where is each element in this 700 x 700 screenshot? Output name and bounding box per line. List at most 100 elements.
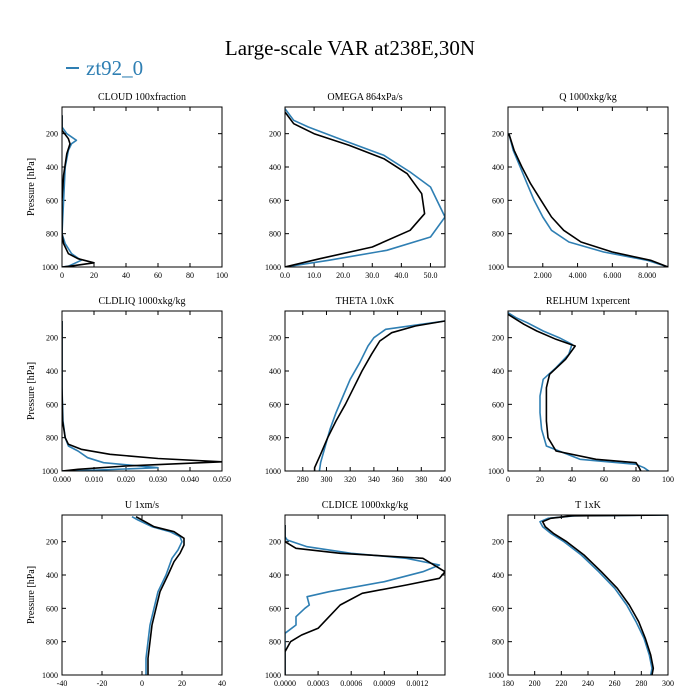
y-tick-label: 800: [46, 434, 58, 443]
chart-panel: Q 1000xkg/kg 200 400 600 800 1000 2.000 4.000 6.…: [488, 92, 669, 280]
x-tick-label: 240: [582, 679, 594, 688]
series-line: [508, 133, 668, 267]
series-line: [539, 515, 668, 675]
x-tick-label: 40.0: [394, 271, 408, 280]
y-tick-label: 200: [269, 538, 281, 547]
y-tick-label: 800: [269, 434, 281, 443]
x-tick-label: 0.040: [181, 475, 199, 484]
y-axis-label: Pressure [hPa]: [26, 566, 37, 624]
x-tick-label: 0.020: [117, 475, 135, 484]
y-tick-label: 600: [269, 400, 281, 409]
y-tick-label: 400: [269, 163, 281, 172]
series-line: [135, 515, 185, 675]
y-tick-label: 200: [269, 334, 281, 343]
x-tick-label: 6.000: [603, 271, 621, 280]
series-line: [285, 111, 426, 267]
panel-title: U 1xm/s: [125, 500, 159, 511]
y-tick-label: 600: [492, 196, 504, 205]
y-tick-label: 1000: [42, 263, 58, 272]
x-tick-label: 80: [632, 475, 640, 484]
plot-frame: [284, 310, 446, 472]
x-tick-label: 0.0012: [406, 679, 428, 688]
y-tick-label: 400: [46, 367, 58, 376]
y-tick-label: 400: [492, 163, 504, 172]
panel-title: THETA 1.0xK: [336, 296, 395, 307]
x-tick-label: 8.000: [638, 271, 656, 280]
plot-frame: [507, 106, 669, 268]
y-tick-label: 200: [492, 130, 504, 139]
plot-frame: [61, 514, 223, 676]
series-line: [285, 525, 445, 675]
x-tick-label: 300: [662, 679, 674, 688]
x-tick-label: 400: [439, 475, 451, 484]
y-tick-label: 400: [46, 571, 58, 580]
chart-panel: CLDLIQ 1000xkg/kg Pressure [hPa] 200 400 600…: [26, 296, 231, 484]
x-tick-label: 280: [635, 679, 647, 688]
series-line: [313, 320, 445, 471]
x-tick-label: 0.000: [53, 475, 71, 484]
x-tick-label: -40: [57, 679, 68, 688]
x-tick-label: 40: [218, 679, 226, 688]
y-tick-label: 600: [492, 400, 504, 409]
panel-title: OMEGA 864xPa/s: [327, 92, 402, 103]
x-tick-label: 4.000: [569, 271, 587, 280]
x-tick-label: 0.0006: [340, 679, 362, 688]
plot-frame: [61, 106, 223, 268]
x-tick-label: 200: [529, 679, 541, 688]
y-tick-label: 400: [269, 367, 281, 376]
x-tick-label: 20: [536, 475, 544, 484]
series-line: [62, 321, 159, 471]
y-tick-label: 1000: [265, 671, 281, 680]
y-tick-label: 800: [492, 434, 504, 443]
series-line: [285, 525, 441, 675]
panel-title: CLDLIQ 1000xkg/kg: [99, 296, 186, 307]
y-tick-label: 1000: [265, 467, 281, 476]
legend: zt92_0: [66, 56, 143, 81]
series-line: [318, 320, 445, 471]
y-tick-label: 800: [492, 230, 504, 239]
x-tick-label: 0: [60, 271, 64, 280]
series-line: [62, 321, 222, 471]
y-tick-label: 1000: [42, 467, 58, 476]
x-tick-label: 20: [90, 271, 98, 280]
x-tick-label: 0: [506, 475, 510, 484]
plot-frame: [61, 310, 223, 472]
x-tick-label: 100: [662, 475, 674, 484]
figure-title: Large-scale VAR at238E,30N: [224, 36, 476, 60]
y-tick-label: 1000: [265, 263, 281, 272]
y-tick-label: 400: [492, 367, 504, 376]
y-tick-label: 200: [492, 334, 504, 343]
y-tick-label: 200: [46, 130, 58, 139]
series-line: [508, 133, 668, 267]
plot-frame: [284, 106, 446, 268]
panel-title: Q 1000xkg/kg: [559, 92, 617, 103]
x-tick-label: 0.010: [85, 475, 103, 484]
y-tick-label: 600: [269, 604, 281, 613]
y-tick-label: 600: [492, 604, 504, 613]
y-tick-label: 1000: [488, 263, 504, 272]
series-line: [508, 312, 650, 471]
x-tick-label: 80: [186, 271, 194, 280]
y-tick-label: 800: [269, 638, 281, 647]
panel-title: CLOUD 100xfraction: [98, 92, 186, 103]
legend-line-swatch: [66, 67, 79, 70]
x-tick-label: 30.0: [365, 271, 379, 280]
x-tick-label: 20.0: [336, 271, 350, 280]
x-tick-label: 10.0: [307, 271, 321, 280]
y-tick-label: 600: [46, 400, 58, 409]
x-tick-label: 280: [297, 475, 309, 484]
y-tick-label: 800: [269, 230, 281, 239]
x-tick-label: -20: [97, 679, 108, 688]
legend-label: zt92_0: [86, 56, 144, 80]
y-tick-label: 200: [46, 334, 58, 343]
y-axis-label: Pressure [hPa]: [26, 362, 37, 420]
y-tick-label: 1000: [488, 467, 504, 476]
x-tick-label: 0.050: [213, 475, 231, 484]
x-tick-label: 60: [154, 271, 162, 280]
y-tick-label: 800: [46, 638, 58, 647]
x-tick-label: 60: [600, 475, 608, 484]
x-tick-label: 100: [216, 271, 228, 280]
